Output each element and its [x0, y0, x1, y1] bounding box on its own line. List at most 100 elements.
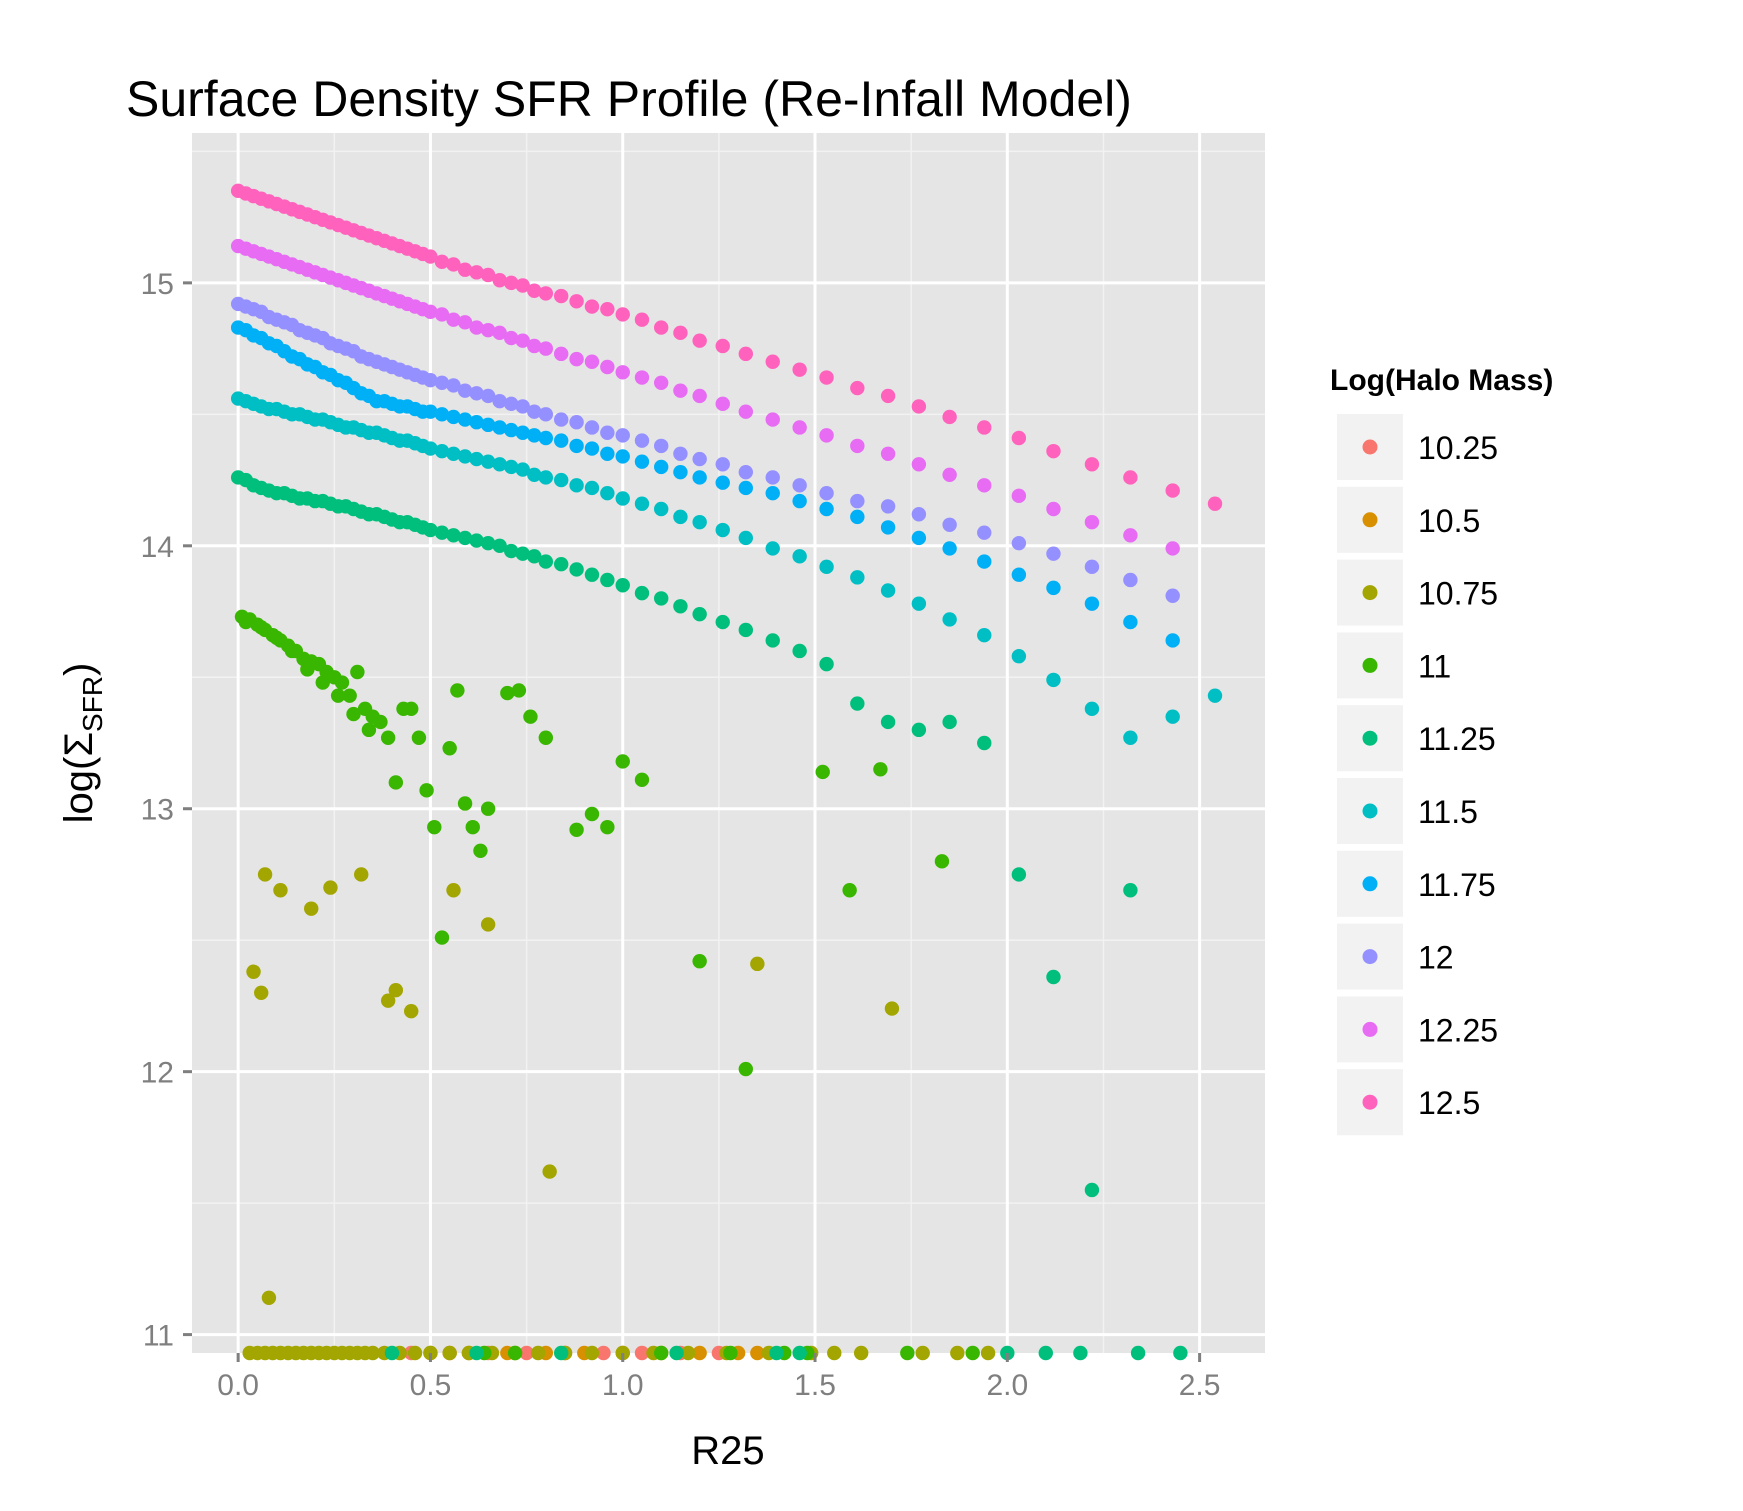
data-point — [692, 514, 707, 530]
data-point — [692, 451, 707, 467]
data-point — [446, 883, 461, 898]
x-tick-label: 2.5 — [1179, 1369, 1221, 1402]
y-tick-label: 14 — [141, 531, 174, 564]
data-point — [911, 596, 927, 611]
data-point — [1046, 672, 1061, 688]
data-point — [469, 1345, 484, 1361]
data-point — [1046, 969, 1061, 985]
data-point — [569, 415, 584, 430]
data-point — [634, 312, 650, 327]
data-point — [469, 386, 484, 401]
data-point — [515, 333, 530, 348]
data-point — [504, 275, 519, 291]
data-point — [492, 420, 507, 435]
data-point — [977, 627, 992, 643]
data-point — [411, 730, 427, 745]
data-point — [615, 491, 630, 506]
data-point — [653, 375, 669, 390]
data-point — [465, 819, 480, 835]
data-point — [527, 283, 542, 298]
legend-label: 10.5 — [1418, 503, 1480, 539]
data-point — [765, 354, 780, 369]
data-point — [365, 1345, 380, 1361]
y-tick-label: 12 — [141, 1057, 174, 1090]
data-point — [361, 722, 377, 738]
legend-label: 10.25 — [1418, 430, 1498, 466]
data-point — [423, 404, 438, 419]
data-point — [542, 1164, 557, 1179]
data-point — [692, 606, 707, 622]
data-point — [554, 288, 569, 304]
data-point — [634, 1345, 650, 1361]
x-tick-label: 1.5 — [794, 1369, 836, 1402]
data-point — [480, 388, 496, 404]
data-point — [942, 409, 957, 425]
data-point — [1011, 430, 1027, 446]
data-point — [584, 567, 600, 582]
data-point — [442, 1345, 457, 1361]
data-point — [584, 1345, 600, 1361]
data-point — [469, 320, 484, 335]
data-point — [715, 396, 730, 412]
data-point — [977, 525, 992, 540]
data-point — [738, 480, 754, 496]
data-point — [554, 346, 569, 362]
data-point — [723, 1345, 738, 1361]
data-point — [527, 549, 542, 564]
data-point — [480, 267, 496, 283]
data-point — [884, 1001, 900, 1016]
data-point — [457, 412, 473, 427]
data-point — [492, 273, 507, 288]
data-point — [673, 464, 688, 480]
data-point — [738, 346, 754, 362]
data-point — [750, 1345, 765, 1361]
data-point — [554, 472, 569, 488]
data-point — [450, 683, 465, 698]
data-point — [569, 294, 584, 309]
x-tick-label: 0.0 — [217, 1369, 259, 1402]
data-point — [538, 730, 554, 745]
data-point — [538, 430, 554, 446]
data-point — [569, 562, 584, 577]
data-point — [446, 257, 461, 272]
data-point — [1038, 1345, 1053, 1361]
data-point — [715, 614, 730, 630]
data-point — [873, 762, 888, 777]
data-point — [715, 475, 730, 490]
legend-swatch — [1362, 657, 1378, 673]
data-point — [457, 315, 473, 330]
data-point — [819, 486, 834, 501]
data-point — [511, 683, 527, 698]
data-point — [257, 867, 273, 882]
data-point — [680, 1345, 696, 1361]
legend-swatch — [1362, 585, 1378, 601]
data-point — [1207, 496, 1223, 511]
data-point — [504, 543, 519, 559]
legend-label: 11.75 — [1418, 867, 1496, 903]
legend-label: 11.5 — [1418, 794, 1478, 830]
data-point — [538, 407, 554, 422]
data-point — [911, 399, 927, 414]
data-point — [853, 1345, 869, 1361]
data-point — [1173, 1345, 1188, 1361]
data-point — [480, 801, 496, 816]
legend: Log(Halo Mass) 10.25 10.5 10.75 11 11.25 11.5… — [1330, 364, 1553, 1138]
data-point — [1165, 483, 1180, 498]
data-point — [765, 412, 780, 427]
data-point — [350, 664, 365, 680]
data-point — [600, 425, 615, 440]
data-point — [1123, 470, 1138, 485]
data-point — [527, 428, 542, 443]
data-point — [615, 754, 630, 769]
x-tick-label: 2.0 — [986, 1369, 1028, 1402]
data-point — [434, 307, 450, 322]
data-point — [523, 709, 538, 724]
data-point — [738, 404, 754, 419]
y-tick-label: 15 — [141, 268, 174, 301]
data-point — [792, 549, 807, 564]
data-point — [254, 985, 269, 1000]
data-point — [323, 880, 338, 895]
data-point — [346, 706, 361, 722]
data-point — [457, 449, 473, 464]
